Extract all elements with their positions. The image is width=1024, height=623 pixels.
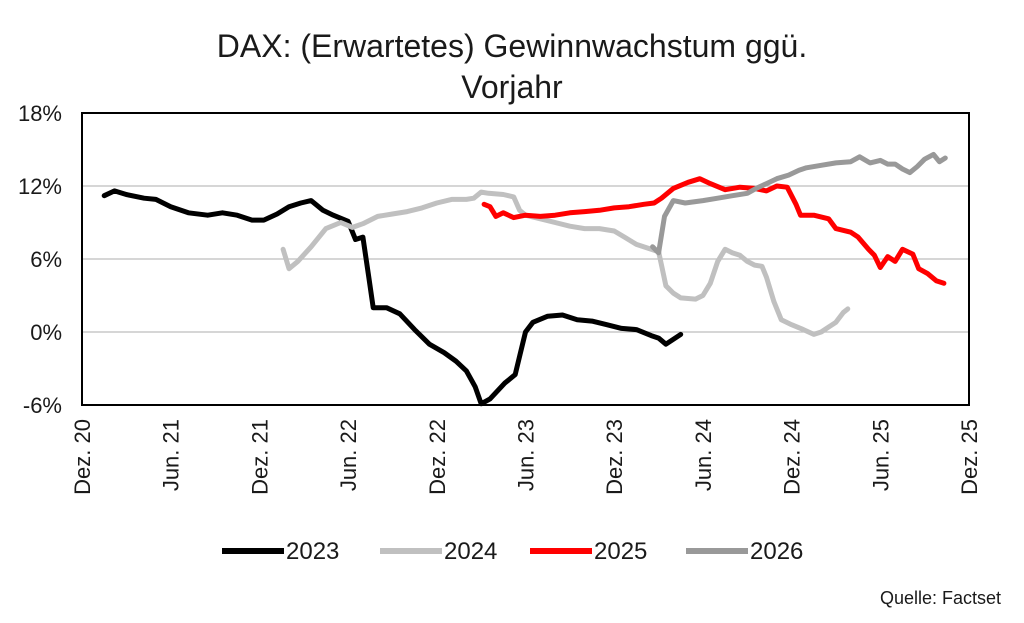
series-line-2023 <box>101 188 684 407</box>
legend-label-2026: 2026 <box>750 538 803 565</box>
plot-frame <box>81 112 970 406</box>
x-tick-label: Dez. 21 <box>247 419 272 495</box>
series-line-2025 <box>481 176 947 286</box>
x-tick-label: Jun. 21 <box>159 419 184 491</box>
series-line-2026 <box>650 151 948 256</box>
y-axis-ticks: 18% 12% 6% 0% -6% <box>18 101 62 418</box>
x-tick-label: Dez. 25 <box>957 419 982 495</box>
x-tick-label: Jun. 22 <box>336 419 361 491</box>
source-note: Quelle: Factset <box>880 588 1001 608</box>
title-line-2: Vorjahr <box>461 69 563 105</box>
x-tick-label: Dez. 23 <box>602 419 627 495</box>
legend-label-2023: 2023 <box>286 538 339 565</box>
legend-label-2024: 2024 <box>444 538 497 565</box>
title-line-1: DAX: (Erwartetes) Gewinnwachstum ggü. <box>217 28 807 64</box>
series-line-2024 <box>280 189 851 337</box>
chart-title: DAX: (Erwartetes) Gewinnwachstum ggü. Vo… <box>217 28 807 105</box>
x-tick-label: Dez. 22 <box>425 419 450 495</box>
x-tick-label: Dez. 20 <box>70 419 95 495</box>
y-tick-label: 0% <box>30 320 62 345</box>
x-tick-label: Jun. 23 <box>514 419 539 491</box>
legend-label-2025: 2025 <box>594 538 647 565</box>
y-tick-label: 18% <box>18 101 62 126</box>
x-tick-label: Dez. 24 <box>780 419 805 495</box>
x-tick-label: Jun. 25 <box>868 419 893 491</box>
x-tick-label: Jun. 24 <box>691 419 716 491</box>
x-axis-ticks: Dez. 20 Jun. 21 Dez. 21 Jun. 22 Dez. 22 Jun. … <box>70 419 982 495</box>
legend: 2023 2024 2025 2026 <box>222 538 803 565</box>
gridlines <box>82 185 969 333</box>
y-tick-label: -6% <box>23 393 62 418</box>
series-layer <box>101 151 948 407</box>
y-tick-label: 12% <box>18 174 62 199</box>
y-tick-label: 6% <box>30 247 62 272</box>
